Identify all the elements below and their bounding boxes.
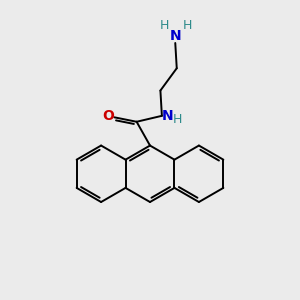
Text: N: N	[161, 110, 173, 123]
Text: O: O	[102, 109, 114, 123]
Text: H: H	[183, 19, 192, 32]
Text: H: H	[173, 113, 182, 126]
Text: N: N	[170, 29, 182, 44]
Text: H: H	[159, 19, 169, 32]
